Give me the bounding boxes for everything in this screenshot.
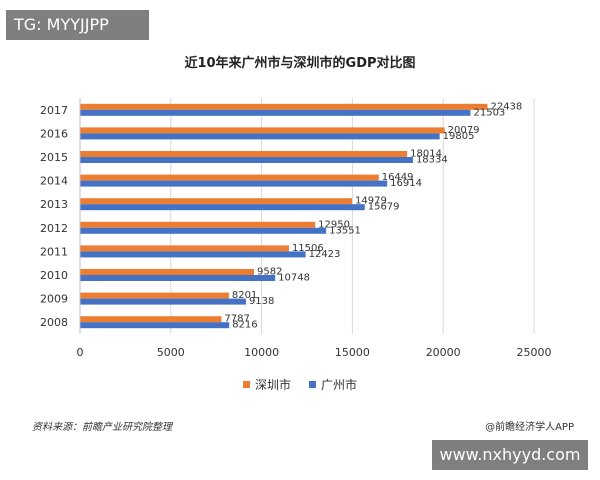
data-label-shenzhen-2010: 9582 — [257, 267, 282, 278]
chart-title: 近10年来广州市与深圳市的GDP对比图 — [184, 56, 416, 71]
data-label-guangzhou-2009: 9138 — [249, 296, 274, 307]
source-note: 资料来源：前瞻产业研究院整理 — [32, 422, 172, 433]
x-tick-label: 0 — [77, 346, 84, 359]
y-tick-label: 2013 — [40, 198, 68, 211]
y-tick-label: 2009 — [40, 293, 68, 306]
bar-shenzhen-2017 — [80, 103, 488, 110]
x-tick-label: 15000 — [335, 346, 370, 359]
data-label-guangzhou-2017: 21503 — [473, 107, 505, 118]
x-tick-label: 25000 — [517, 346, 552, 359]
data-label-shenzhen-2015: 18014 — [410, 149, 442, 160]
legend-item-shenzhen: 深圳市 — [242, 376, 291, 393]
x-tick-label: 20000 — [426, 346, 461, 359]
y-tick-label: 2012 — [40, 222, 68, 235]
legend-item-guangzhou: 广州市 — [309, 376, 357, 393]
axis-layer: 0 5000 10000 15000 20000 25000 2017 2016 2015 201… — [40, 98, 552, 359]
site-url-badge: www.nxhyyd.com — [432, 440, 588, 470]
y-tick-label: 2011 — [40, 245, 68, 258]
bar-shenzhen-2008 — [80, 316, 222, 323]
bar-shenzhen-2011 — [80, 245, 289, 252]
tag-badge: TG: MYYJJPP — [6, 10, 149, 40]
bar-shenzhen-2013 — [80, 198, 353, 205]
x-tick-label: 10000 — [244, 346, 279, 359]
data-label-shenzhen-2009: 8201 — [232, 290, 257, 301]
bar-shenzhen-2009 — [80, 292, 229, 299]
credit-note: @前瞻经济学人APP — [485, 422, 574, 433]
chart-legend: 深圳市 广州市 — [0, 376, 600, 393]
bar-shenzhen-2015 — [80, 151, 408, 157]
data-label-guangzhou-2015: 18334 — [416, 155, 448, 166]
data-label-shenzhen-2013: 14979 — [355, 196, 387, 207]
y-tick-label: 2015 — [40, 151, 68, 164]
legend-label-shenzhen: 深圳市 — [254, 378, 291, 392]
bar-shenzhen-2016 — [80, 127, 445, 134]
data-label-shenzhen-2017: 22438 — [490, 101, 522, 112]
bar-guangzhou-2008 — [80, 322, 230, 329]
bar-guangzhou-2012 — [80, 227, 327, 234]
bar-shenzhen-2010 — [80, 269, 255, 275]
bar-guangzhou-2011 — [80, 251, 306, 258]
bar-guangzhou-2016 — [80, 133, 440, 140]
data-label-shenzhen-2008: 7787 — [224, 314, 249, 325]
bar-guangzhou-2010 — [80, 275, 276, 281]
y-tick-label: 2017 — [40, 104, 68, 117]
bar-guangzhou-2013 — [80, 204, 365, 211]
legend-swatch-shenzhen — [242, 381, 250, 388]
data-label-shenzhen-2016: 20079 — [448, 125, 480, 136]
bar-layer — [80, 103, 488, 329]
y-tick-label: 2014 — [40, 175, 68, 188]
y-tick-label: 2010 — [40, 269, 68, 282]
x-tick-label: 5000 — [157, 346, 185, 359]
y-tick-label: 2016 — [40, 127, 68, 140]
data-label-shenzhen-2014: 16449 — [382, 172, 414, 183]
data-label-guangzhou-2013: 15679 — [368, 202, 400, 213]
data-label-guangzhou-2012: 13551 — [329, 225, 361, 236]
legend-swatch-guangzhou — [309, 381, 316, 388]
bar-guangzhou-2017 — [80, 109, 471, 116]
data-label-guangzhou-2016: 19805 — [443, 131, 475, 142]
data-label-guangzhou-2010: 10748 — [278, 273, 310, 284]
bar-guangzhou-2009 — [80, 298, 246, 305]
data-label-guangzhou-2011: 12423 — [309, 249, 341, 260]
legend-label-guangzhou: 广州市 — [321, 378, 358, 392]
bar-shenzhen-2012 — [80, 221, 316, 228]
bar-guangzhou-2015 — [80, 157, 413, 163]
bar-guangzhou-2014 — [80, 180, 388, 187]
data-label-shenzhen-2011: 11506 — [292, 243, 324, 254]
data-label-shenzhen-2012: 12950 — [318, 219, 350, 230]
data-label-guangzhou-2014: 16914 — [390, 178, 422, 189]
data-label-guangzhou-2008: 8216 — [232, 320, 257, 331]
y-tick-label: 2008 — [40, 316, 68, 329]
bar-shenzhen-2014 — [80, 174, 379, 181]
